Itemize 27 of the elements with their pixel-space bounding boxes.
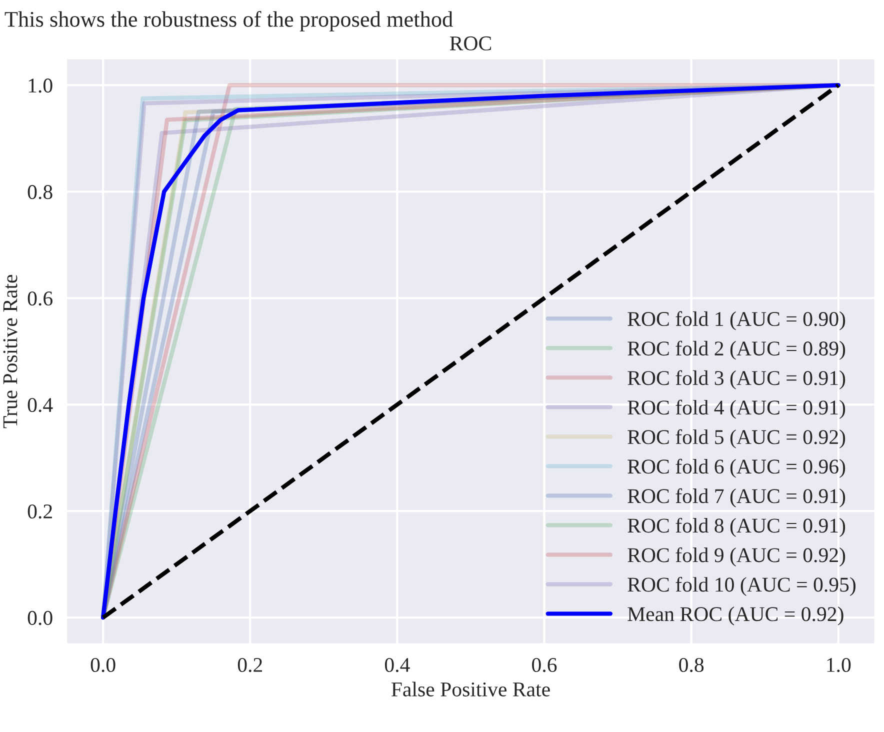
x-tick-label: 0.8: [679, 658, 704, 672]
x-tick-label: 1.0: [827, 658, 851, 672]
legend-label: ROC fold 5 (AUC = 0.92): [628, 429, 846, 448]
x-axis-title: False Positive Rate: [391, 682, 550, 696]
x-tick-label: 0.4: [384, 658, 410, 672]
y-tick-label: 1.0: [28, 78, 52, 93]
y-axis-title: True Positive Rate: [3, 274, 18, 428]
legend-label: ROC fold 2 (AUC = 0.89): [628, 340, 846, 360]
y-tick-label: 0.0: [28, 610, 52, 626]
x-tick-label: 0.6: [532, 658, 557, 672]
text: This shows the robustness of the proposed method: [4, 10, 453, 32]
y-tick-label: 0.2: [28, 504, 52, 519]
y-tick-label: 0.4: [28, 398, 53, 412]
legend-label: ROC fold 7 (AUC = 0.91): [628, 488, 846, 508]
legend-label: ROC fold 1 (AUC = 0.90): [628, 311, 846, 330]
legend-label: ROC fold 8 (AUC = 0.91): [628, 518, 846, 537]
legend-label: ROC fold 10 (AUC = 0.95): [628, 576, 856, 596]
legend-label: ROC fold 6 (AUC = 0.96): [628, 458, 846, 478]
chart-title: ROC: [450, 36, 491, 50]
x-tick-label: 0.0: [90, 658, 116, 672]
legend-label: ROC fold 4 (AUC = 0.91): [628, 400, 846, 419]
x-tick-label: 0.2: [238, 658, 262, 672]
legend-label: ROC fold 3 (AUC = 0.91): [628, 370, 846, 390]
legend-label: ROC fold 9 (AUC = 0.92): [628, 547, 846, 566]
y-tick-label: 0.6: [28, 292, 52, 306]
y-tick-label: 0.8: [28, 185, 52, 200]
legend-label: Mean ROC (AUC = 0.92): [628, 606, 844, 626]
